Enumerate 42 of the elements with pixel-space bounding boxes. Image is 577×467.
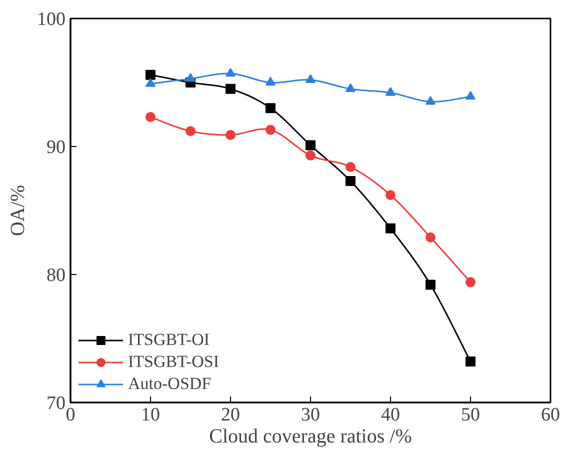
point (226, 130, 236, 140)
x-tick-label: 10 (141, 404, 160, 426)
legend-label: ITSGBT-OI (128, 330, 210, 350)
point (146, 78, 156, 87)
point (426, 96, 436, 105)
point (226, 84, 236, 94)
x-axis-title: Cloud coverage ratios /% (209, 426, 412, 448)
y-tick-label: 100 (37, 9, 66, 30)
point (226, 68, 236, 77)
point (146, 70, 156, 80)
x-tick-label: 40 (381, 404, 400, 426)
point (386, 190, 396, 200)
point (466, 277, 476, 288)
point (186, 126, 196, 136)
point (426, 280, 436, 290)
y-tick-label: 80 (46, 265, 66, 286)
point (466, 356, 476, 367)
point (306, 140, 316, 150)
point (266, 76, 276, 86)
y-axis-title: OA/% (7, 184, 29, 236)
y-tick-label: 90 (46, 137, 66, 158)
point (186, 72, 196, 82)
point (346, 83, 356, 92)
x-tick-label: 0 (66, 404, 76, 426)
point (306, 74, 316, 84)
x-tick-label: 50 (461, 404, 480, 426)
x-tick-label: 60 (541, 404, 560, 426)
point (346, 162, 356, 172)
point (306, 150, 316, 160)
y-tick-label: 70 (46, 393, 66, 414)
point (346, 176, 356, 186)
point (386, 223, 396, 234)
legend-label: Auto-OSDF (128, 374, 212, 394)
x-tick-label: 20 (221, 404, 240, 426)
x-tick-label: 30 (301, 404, 320, 426)
point (266, 124, 276, 135)
legend-label: ITSGBT-OSI (128, 352, 219, 372)
point (146, 112, 156, 122)
point (386, 87, 396, 96)
point (466, 90, 476, 100)
point (426, 232, 436, 242)
point (266, 103, 276, 114)
